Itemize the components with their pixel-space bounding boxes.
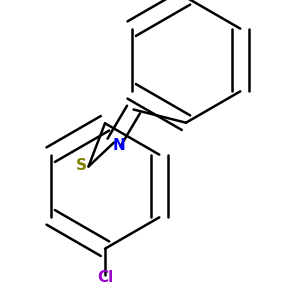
Text: S: S (76, 158, 86, 172)
Text: Cl: Cl (97, 270, 113, 285)
Text: N: N (112, 138, 125, 153)
